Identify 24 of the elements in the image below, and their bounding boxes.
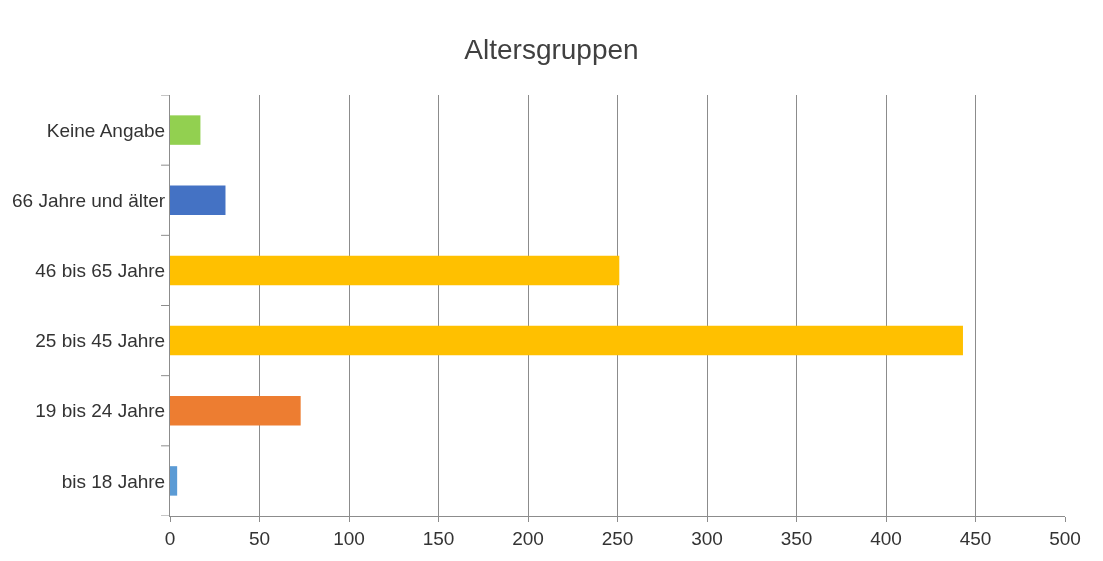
x-tick-label: 350 (780, 527, 813, 549)
bar (170, 115, 201, 145)
x-tick-label: 150 (422, 527, 455, 549)
y-tick-label: 19 bis 24 Jahre (35, 400, 166, 422)
y-tick-label: 25 bis 45 Jahre (35, 330, 166, 352)
x-tick-label: 250 (601, 527, 634, 549)
x-tick-label: 100 (333, 527, 365, 549)
y-tick-label: Keine Angabe (46, 119, 166, 141)
x-tick-label: 500 (1049, 527, 1081, 549)
bar (170, 185, 226, 215)
chart-title: Altersgruppen (464, 33, 639, 65)
bar (170, 255, 620, 286)
bar (170, 396, 301, 426)
x-tick-label: 200 (512, 527, 544, 549)
x-tick-label: 0 (164, 527, 176, 549)
y-tick-label: 66 Jahre und älter (12, 189, 166, 211)
bar (170, 325, 963, 356)
y-tick-label: 46 bis 65 Jahre (35, 260, 166, 282)
x-tick-label: 450 (959, 527, 992, 549)
x-tick-label: 50 (248, 527, 271, 549)
y-tick-label: bis 18 Jahre (61, 470, 166, 492)
bar (170, 466, 178, 496)
x-tick-label: 300 (691, 527, 723, 549)
x-tick-label: 400 (870, 527, 902, 549)
